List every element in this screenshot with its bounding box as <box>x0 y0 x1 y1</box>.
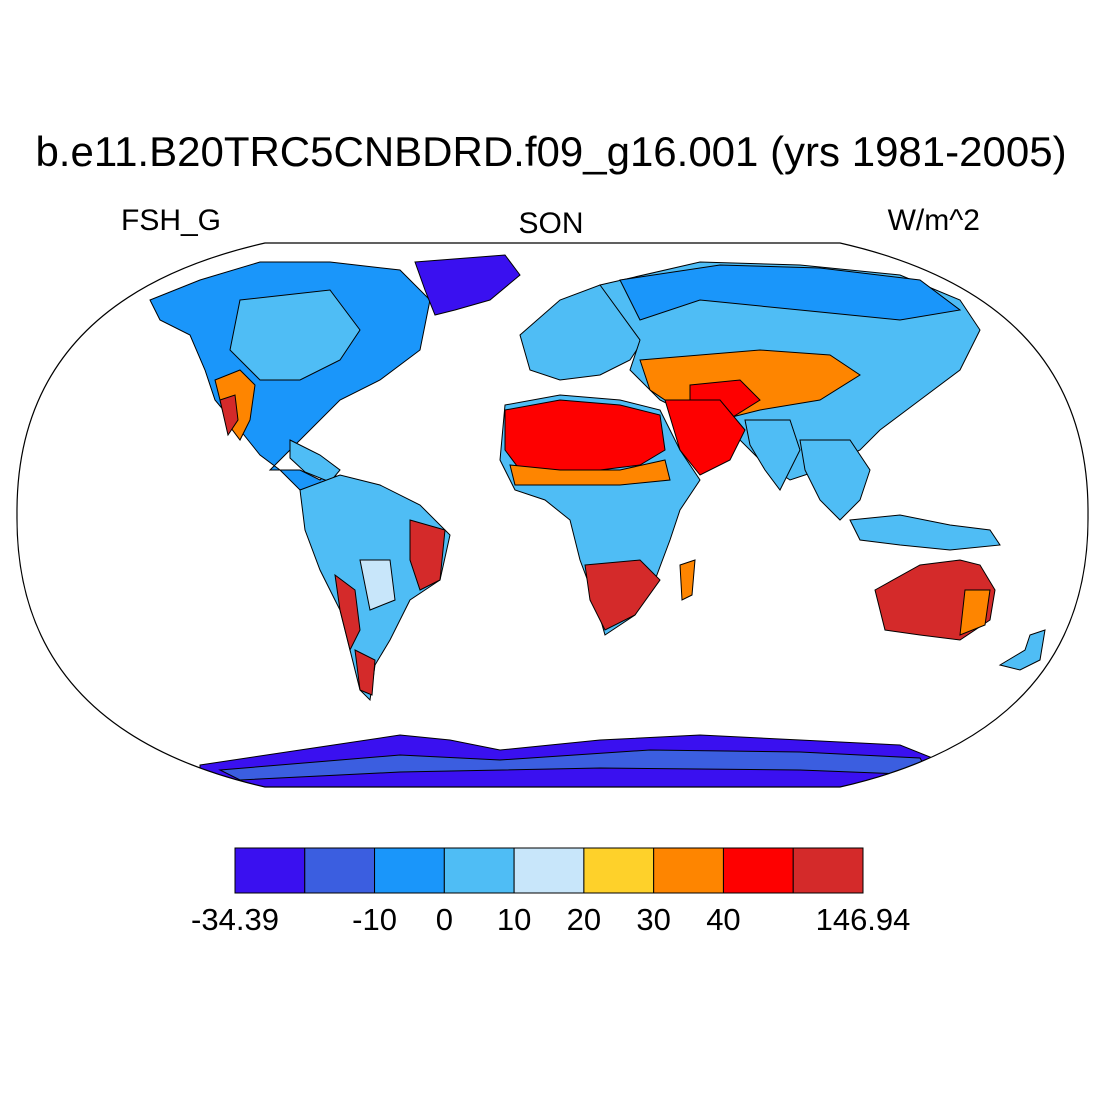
indonesia-islands <box>849 514 1001 551</box>
madagascar-landmass <box>679 559 696 601</box>
colorbar-tick-label: 146.94 <box>815 902 911 937</box>
plot-title: b.e11.B20TRC5CNBDRD.f09_g16.001 (yrs 198… <box>35 128 1067 175</box>
south-america-east-hot <box>409 519 446 591</box>
colorbar-tick-label: 20 <box>566 902 602 937</box>
colorbar-tick-label: -10 <box>352 902 397 937</box>
arabia-landmass <box>664 399 746 476</box>
greenland-landmass <box>414 254 521 316</box>
southeast-asia-landmass <box>799 439 871 521</box>
colorbar-tick-label: 40 <box>706 902 741 937</box>
southern-africa-hot <box>584 559 661 631</box>
siberia-cool <box>619 264 962 321</box>
colorbar-swatch <box>234 847 306 894</box>
colorbar-swatch <box>583 847 655 894</box>
north-america-west-desert <box>219 394 239 437</box>
colorbar-tick-label: 0 <box>435 902 453 937</box>
north-america-mild <box>229 289 361 381</box>
sahara-desert <box>504 399 666 471</box>
sahel-warm <box>509 459 671 486</box>
colorbar-tick-label: 10 <box>496 902 532 937</box>
colorbar-swatch <box>513 847 585 894</box>
land-fields <box>149 254 1046 787</box>
colorbar-swatch <box>443 847 515 894</box>
colorbar-swatch <box>792 847 864 894</box>
new-zealand-landmass <box>998 629 1046 671</box>
units-label: W/m^2 <box>887 204 980 237</box>
south-america-patagonia <box>354 649 376 696</box>
south-america-andes-hot <box>334 573 361 652</box>
south-america-pale <box>359 559 396 611</box>
india-landmass <box>744 419 801 491</box>
globe-outline <box>16 242 1089 788</box>
colorbar-tick-label: 30 <box>636 902 671 937</box>
colorbar-tick-label: -34.39 <box>191 902 279 937</box>
season-label: SON <box>518 207 584 240</box>
colorbar-swatch <box>374 847 445 894</box>
variable-label: FSH_G <box>121 204 222 237</box>
colorbar-swatch <box>653 847 724 894</box>
colorbar-swatch <box>722 847 794 894</box>
australia-east-warm <box>959 589 991 636</box>
colorbar-swatch <box>304 847 376 894</box>
